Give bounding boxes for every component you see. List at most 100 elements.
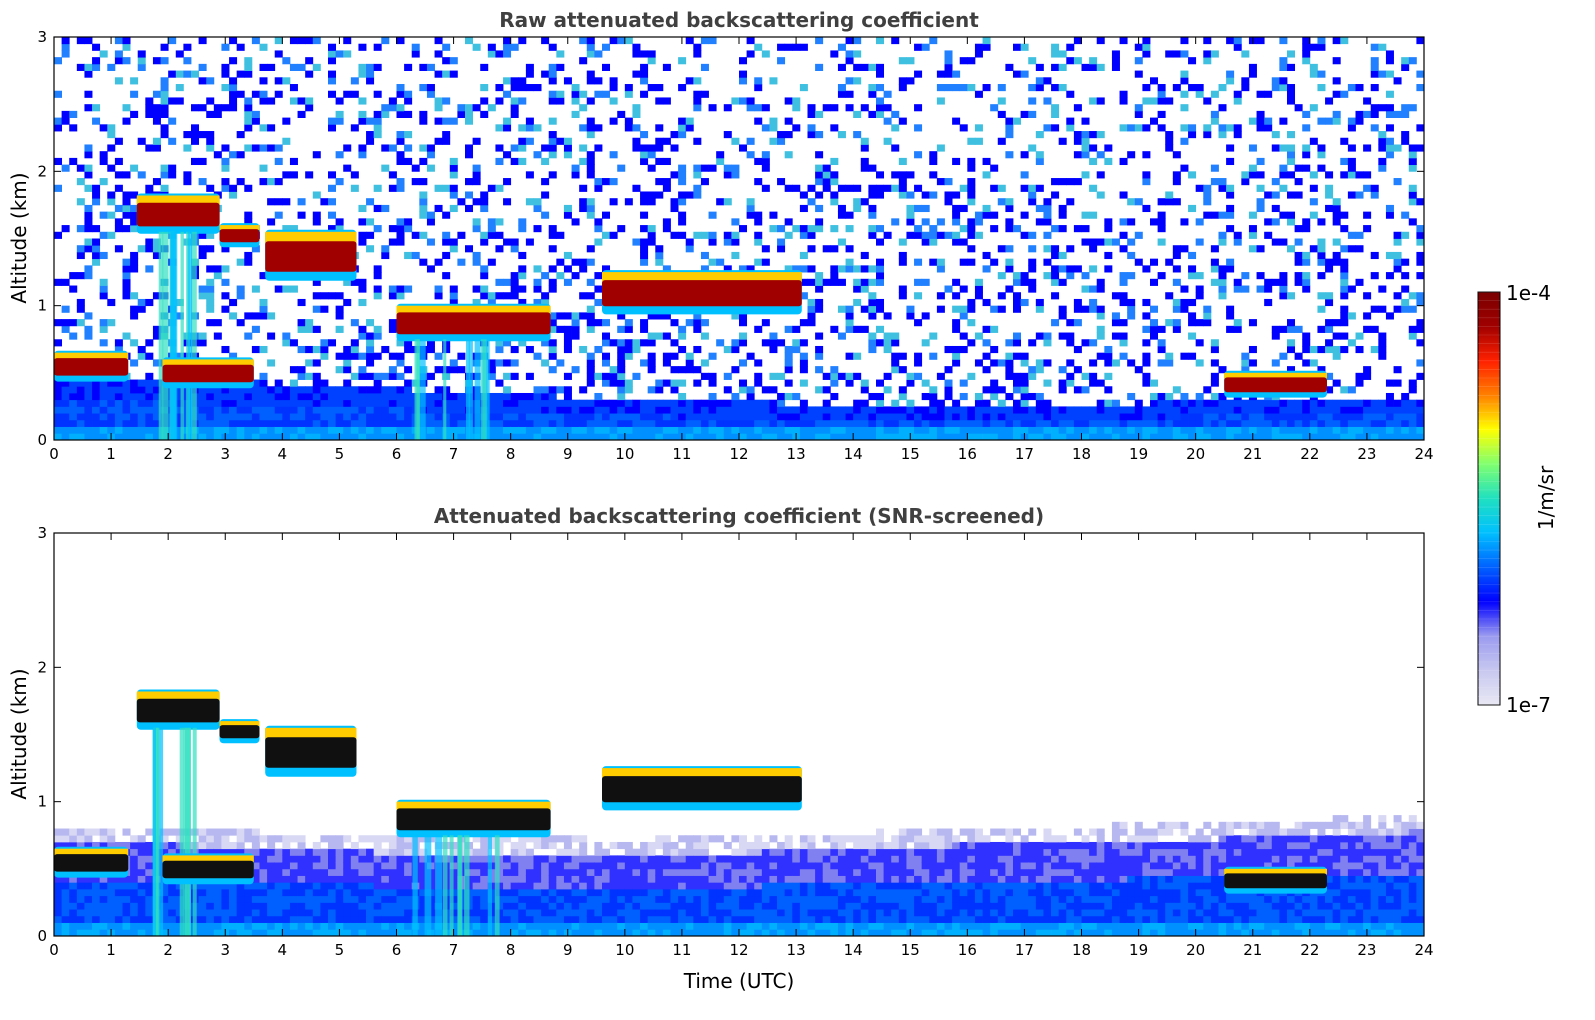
backscatter-cell xyxy=(952,117,961,125)
backscatter-cell xyxy=(373,379,382,387)
backscatter-cell xyxy=(1302,285,1311,293)
backscatter-cell xyxy=(251,888,260,897)
backscatter-cell xyxy=(548,399,557,407)
backscatter-cell xyxy=(1013,379,1022,387)
backscatter-cell xyxy=(1111,238,1120,246)
backscatter-cell xyxy=(99,278,108,286)
backscatter-cell xyxy=(495,218,504,226)
backscatter-cell xyxy=(130,862,139,870)
backscatter-cell xyxy=(1134,406,1143,414)
backscatter-cell xyxy=(952,70,961,78)
backscatter-cell xyxy=(662,352,671,360)
backscatter-cell xyxy=(335,292,344,300)
backscatter-cell xyxy=(617,406,626,414)
backscatter-cell xyxy=(845,379,854,387)
backscatter-cell xyxy=(396,352,405,360)
backscatter-cell xyxy=(1066,245,1075,253)
backscatter-cell xyxy=(396,909,405,917)
backscatter-cell xyxy=(152,292,161,300)
x-tick-label: 20 xyxy=(1186,445,1205,463)
backscatter-cell xyxy=(1287,345,1296,354)
backscatter-cell xyxy=(1127,124,1136,132)
backscatter-cell xyxy=(289,157,298,166)
backscatter-cell xyxy=(92,828,101,836)
backscatter-cell xyxy=(708,231,717,239)
backscatter-cell xyxy=(579,184,588,192)
backscatter-cell xyxy=(274,895,283,903)
backscatter-cell xyxy=(289,929,298,937)
backscatter-cell xyxy=(312,406,321,414)
backscatter-cell xyxy=(807,433,816,441)
backscatter-cell xyxy=(1203,406,1212,414)
backscatter-cell xyxy=(396,426,405,434)
backscatter-cell xyxy=(320,433,329,441)
backscatter-cell xyxy=(936,258,945,266)
backscatter-cell xyxy=(807,305,816,313)
backscatter-cell xyxy=(632,426,641,434)
backscatter-cell xyxy=(457,104,466,112)
backscatter-cell xyxy=(640,413,649,421)
backscatter-cell xyxy=(259,895,268,903)
backscatter-cell xyxy=(99,292,108,300)
backscatter-cell xyxy=(837,419,846,427)
backscatter-cell xyxy=(1051,251,1060,260)
backscatter-cell xyxy=(419,198,428,206)
backscatter-cell xyxy=(617,399,626,407)
backscatter-cell xyxy=(419,63,428,71)
backscatter-cell xyxy=(289,386,298,394)
backscatter-cell xyxy=(1325,372,1334,380)
backscatter-cell xyxy=(784,426,793,434)
backscatter-cell xyxy=(1241,178,1250,186)
backscatter-cell xyxy=(640,131,649,139)
backscatter-cell xyxy=(1233,406,1242,414)
backscatter-cell xyxy=(1256,399,1265,407)
backscatter-cell xyxy=(548,43,557,51)
backscatter-cell xyxy=(137,848,146,856)
backscatter-cell xyxy=(655,178,664,186)
backscatter-cell xyxy=(297,888,306,897)
backscatter-cell xyxy=(503,413,512,421)
backscatter-cell xyxy=(343,875,352,883)
backscatter-cell xyxy=(997,184,1006,192)
backscatter-cell xyxy=(130,882,139,890)
backscatter-cell xyxy=(1073,319,1082,327)
backscatter-cell xyxy=(145,929,154,937)
backscatter-cell xyxy=(860,379,869,387)
backscatter-cell xyxy=(160,922,169,930)
backscatter-cell xyxy=(594,433,603,441)
backscatter-cell xyxy=(944,413,953,421)
backscatter-cell xyxy=(1020,406,1029,414)
backscatter-cell xyxy=(297,895,306,903)
backscatter-cell xyxy=(404,433,413,441)
backscatter-cell xyxy=(69,157,78,166)
backscatter-cell xyxy=(586,43,595,51)
backscatter-cell xyxy=(213,841,222,850)
backscatter-cell xyxy=(381,915,390,923)
backscatter-cell xyxy=(320,855,329,863)
backscatter-cell xyxy=(92,258,101,266)
backscatter-cell xyxy=(921,218,930,226)
backscatter-cell xyxy=(122,433,131,441)
backscatter-cell xyxy=(685,359,694,367)
backscatter-cell xyxy=(130,292,139,300)
backscatter-cell xyxy=(54,339,63,347)
backscatter-cell xyxy=(548,171,557,179)
backscatter-cell xyxy=(434,426,443,434)
backscatter-cell xyxy=(647,312,656,320)
backscatter-cell xyxy=(784,352,793,360)
backscatter-cell xyxy=(678,191,687,199)
cloud-layer-edge xyxy=(219,225,260,231)
backscatter-cell xyxy=(1378,144,1387,152)
backscatter-cell xyxy=(974,278,983,286)
backscatter-cell xyxy=(1188,171,1197,179)
backscatter-cell xyxy=(1035,204,1044,213)
backscatter-cell xyxy=(746,204,755,213)
backscatter-cell xyxy=(206,184,215,192)
backscatter-cell xyxy=(602,379,611,387)
backscatter-cell xyxy=(1340,278,1349,286)
backscatter-cell xyxy=(251,117,260,125)
backscatter-cell xyxy=(929,225,938,233)
backscatter-cell xyxy=(251,325,260,333)
backscatter-cell xyxy=(213,332,222,340)
backscatter-cell xyxy=(206,292,215,300)
